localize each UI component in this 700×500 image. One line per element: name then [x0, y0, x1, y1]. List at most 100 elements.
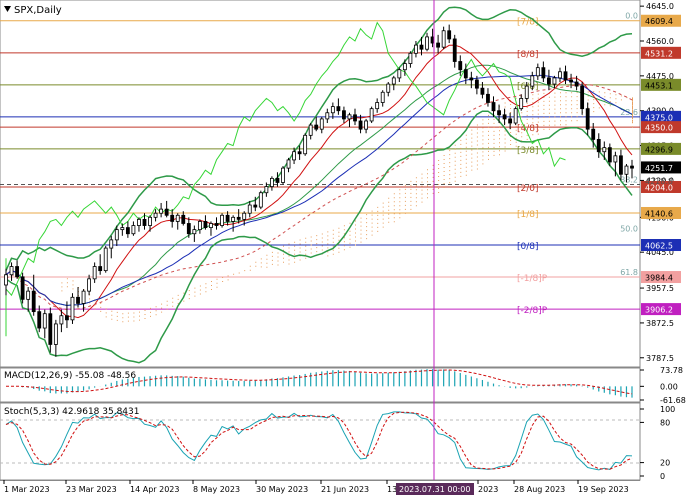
price-tick-label: 4220.0: [646, 176, 674, 185]
date-tick-label: 21 Jun 2023: [321, 485, 369, 494]
candles: [4, 24, 634, 357]
candle-body: [308, 124, 313, 136]
candle-body: [630, 165, 634, 169]
candle-body: [98, 266, 103, 272]
chikou-line: [5, 21, 566, 337]
candle-body: [142, 218, 147, 226]
candle-body: [170, 214, 175, 222]
candle-body: [48, 313, 53, 345]
candle-body: [87, 278, 92, 292]
price-tag-box: [641, 142, 681, 155]
candle-body: [391, 77, 396, 85]
candle-body: [286, 159, 291, 169]
candle-body: [220, 214, 224, 226]
macd-panel[interactable]: MACD(12,26,9) -55.08 -48.56 73.78 0.00 -61…: [0, 366, 686, 405]
price-tick-label: 4560.0: [646, 37, 674, 46]
price-level-label: [-2/8]P: [517, 306, 548, 316]
date-tick-label: 14 Apr 2023: [130, 485, 179, 494]
candle-body: [380, 91, 385, 103]
fib-label: 50.0: [620, 225, 638, 234]
price-tick-label: 3957.5: [646, 284, 674, 293]
candle-body: [491, 102, 496, 112]
candle-body: [42, 313, 47, 329]
candle-body: [70, 296, 75, 321]
candle-body: [103, 247, 108, 272]
price-tag-label: 4609.4: [645, 17, 673, 26]
candle-body: [452, 38, 457, 62]
candle-body: [242, 212, 247, 220]
price-tag-box: [641, 239, 681, 252]
candle-body: [535, 67, 540, 77]
candle-body: [292, 151, 296, 161]
candle-body: [159, 208, 164, 214]
candle-body: [164, 208, 169, 216]
candle-body: [270, 177, 274, 187]
price-tag-label: 3984.4: [645, 274, 673, 283]
candle-body: [253, 204, 258, 208]
candle-body: [319, 118, 324, 130]
date-cursor-box: [396, 483, 474, 495]
candle-body: [458, 61, 463, 71]
candle-body: [197, 221, 202, 231]
candle-body: [375, 102, 380, 110]
candle-body: [596, 139, 601, 153]
candle-body: [330, 106, 335, 114]
price-tag-label: 4531.2: [645, 49, 673, 58]
candle-body: [4, 274, 8, 286]
candle-body: [546, 77, 551, 85]
bollinger-upper: [5, 6, 633, 271]
candle-body: [192, 229, 197, 235]
candle-body: [264, 186, 269, 194]
candle-body: [486, 93, 490, 103]
candle-body: [336, 106, 341, 112]
candle-body: [497, 110, 501, 116]
stoch-tick-label: 20: [660, 459, 670, 468]
price-tag-box: [641, 121, 681, 134]
candle-body: [175, 214, 180, 222]
date-cursor-label: 2023.07.31 00:00: [399, 485, 470, 494]
candle-body: [209, 223, 213, 228]
price-tag-box: [641, 110, 681, 123]
price-tag-box: [641, 46, 681, 59]
candle-body: [225, 214, 230, 222]
candle-body: [463, 69, 468, 79]
candle-body: [125, 227, 130, 235]
stoch-tick-label: 100: [660, 405, 675, 414]
price-panel[interactable]: [7/8][8/8][6/8][4/8][3/8][2/0][1/8][0/8]…: [0, 0, 681, 368]
candle-body: [109, 239, 114, 249]
candle-body: [131, 225, 136, 235]
stoch-tick-label: 0: [660, 472, 665, 481]
candle-body: [585, 108, 590, 130]
candle-body: [20, 276, 25, 300]
stoch-title: Stoch(5,3,3) 42.9618 35.8431: [4, 407, 139, 417]
price-level-label: [1/8]: [517, 210, 539, 220]
candle-body: [31, 290, 36, 313]
price-tag-label: 4251.7: [645, 164, 673, 173]
candle-body: [92, 266, 97, 280]
candle-body: [137, 218, 141, 226]
candle-body: [530, 75, 535, 87]
candle-body: [524, 85, 529, 99]
candle-body: [558, 71, 562, 79]
candle-body: [574, 81, 579, 87]
date-tick-label: 19 Sep 2023: [578, 485, 629, 494]
candle-body: [474, 79, 479, 89]
candle-body: [303, 134, 308, 155]
price-level-label: [8/8]: [517, 50, 539, 60]
candle-body: [419, 44, 424, 50]
candle-body: [114, 229, 119, 241]
candle-body: [347, 114, 352, 120]
price-tag-box: [641, 161, 681, 174]
date-tick-label: 8 May 2023: [193, 485, 240, 494]
candle-body: [148, 216, 152, 226]
price-tags: 4609.4 4531.2 4453.1 4375.0 4350.0 4296.9 4204…: [641, 14, 681, 316]
tenkan-line: [5, 44, 633, 319]
macd-signal-line: [6, 369, 633, 395]
price-tag-box: [641, 206, 681, 219]
candle-body: [402, 63, 407, 71]
price-tag-label: 4375.0: [645, 113, 673, 122]
macd-title: MACD(12,26,9) -55.08 -48.56: [4, 371, 136, 381]
candle-body: [181, 214, 186, 224]
date-axis: 1 Mar 2023 23 Mar 2023 14 Apr 2023 8 May 20…: [0, 480, 640, 495]
